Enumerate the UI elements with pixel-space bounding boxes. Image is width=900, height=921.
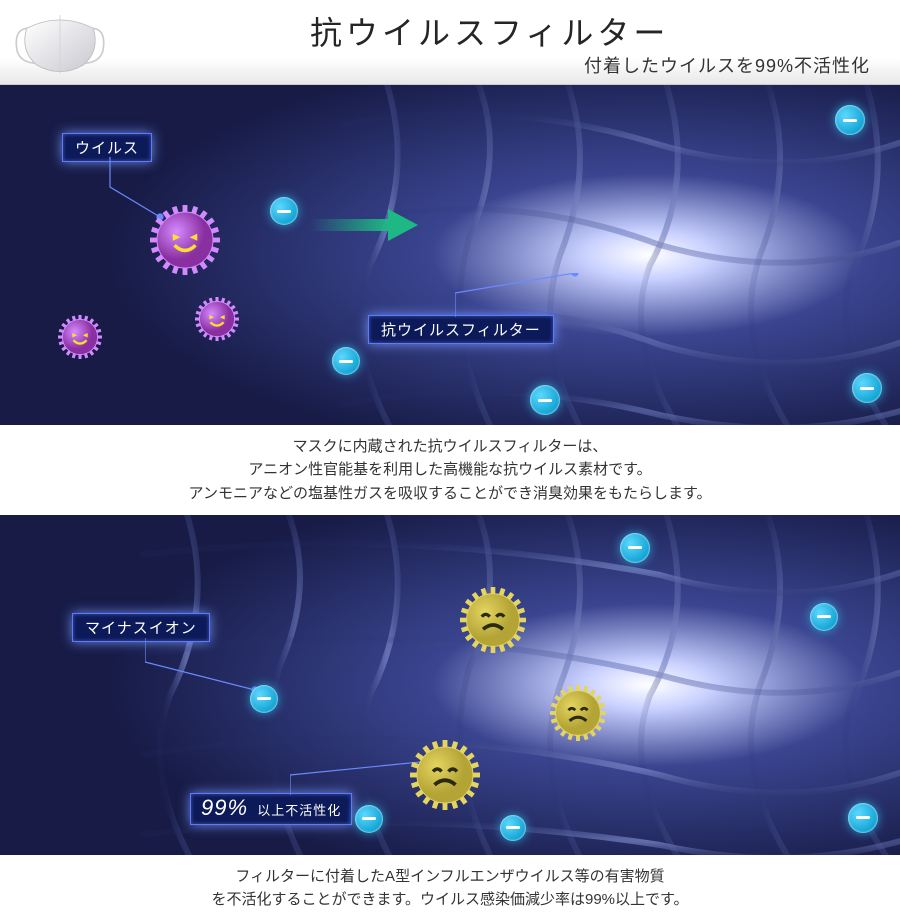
minus-ion-icon [848,803,878,833]
diagram-panel-before: ウイルス 抗ウイルスフィルター [0,85,900,425]
mask-icon [10,5,110,80]
header: 抗ウイルスフィルター 付着したウイルスを99%不活性化 [0,0,900,85]
inactivated-virus-icon [460,587,526,658]
inactivation-pct: 99% [201,795,248,820]
minus-ion-icon [852,373,882,403]
minus-ion-icon [500,815,526,841]
inactivated-virus-icon [550,685,606,746]
page-subtitle: 付着したウイルスを99%不活性化 [584,52,870,78]
diagram-panel-after: マイナスイオン 99% 以上不活性化 [0,515,900,855]
inactivation-text: 以上不活性化 [257,803,341,818]
caption-1: マスクに内蔵された抗ウイルスフィルターは、アニオン性官能基を利用した高機能な抗ウ… [0,425,900,515]
minus-ion-icon [530,385,560,415]
page-title: 抗ウイルスフィルター [310,8,669,54]
caption-2: フィルターに付着したA型インフルエンザウイルス等の有害物質を不活化することができ… [0,855,900,921]
minus-ion-icon [332,347,360,375]
minus-ion-icon [810,603,838,631]
minus-ion-icon [835,105,865,135]
minus-ion-icon [250,685,278,713]
minus-ion-icon [620,533,650,563]
arrow-icon [310,205,420,245]
virus-icon [195,297,239,346]
minus-ion-icon [355,805,383,833]
virus-icon [150,205,220,280]
minus-ion-icon [270,197,298,225]
inactivated-virus-icon [410,740,480,815]
virus-icon [58,315,102,364]
